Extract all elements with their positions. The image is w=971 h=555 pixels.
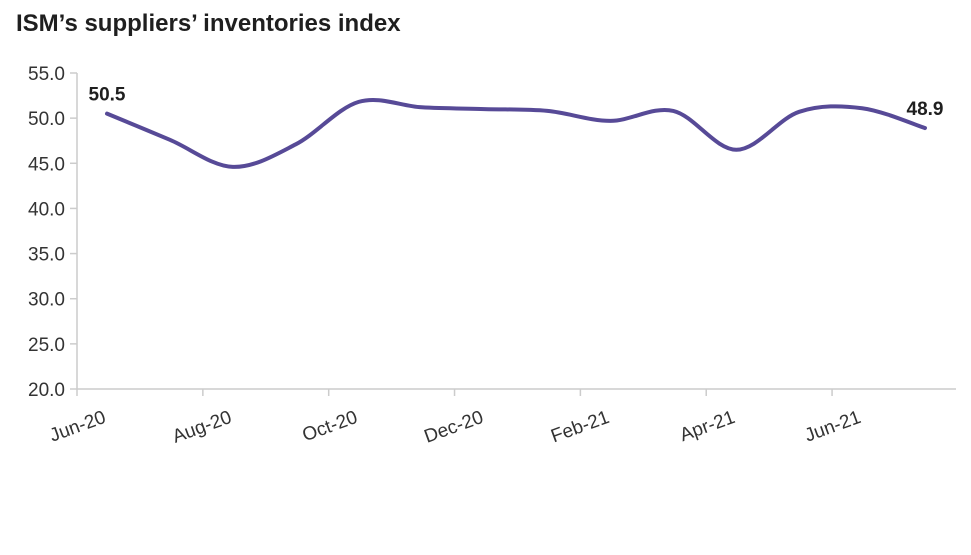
y-tick-label: 20.0 [28, 380, 65, 401]
y-tick-label: 40.0 [28, 199, 65, 220]
y-tick-label: 50.0 [28, 109, 65, 130]
x-tick-label: Jun-20 [47, 407, 109, 447]
x-tick-label: Dec-20 [422, 407, 487, 448]
y-tick-label: 55.0 [28, 64, 65, 85]
x-tick-label: Feb-21 [548, 407, 612, 447]
y-tick-label: 45.0 [28, 154, 65, 175]
x-tick-label: Jun-21 [802, 407, 864, 447]
x-tick-label: Oct-20 [300, 407, 361, 446]
y-tick-label: 25.0 [28, 335, 65, 356]
x-tick-label: Aug-20 [170, 407, 235, 448]
data-label: 50.5 [89, 85, 126, 106]
y-tick-label: 30.0 [28, 290, 65, 311]
x-tick-label: Apr-21 [677, 407, 738, 446]
data-label: 48.9 [907, 99, 944, 120]
series-line [105, 97, 927, 169]
y-tick-label: 35.0 [28, 245, 65, 266]
chart-title: ISM’s suppliers’ inventories index [16, 10, 401, 37]
